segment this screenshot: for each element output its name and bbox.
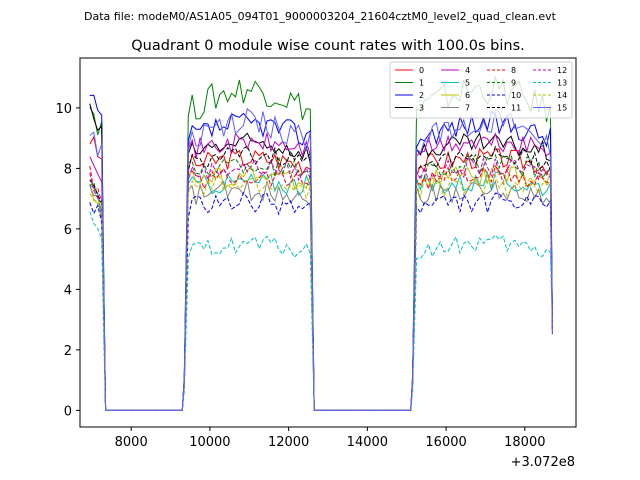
legend-label-7: 7: [465, 104, 470, 113]
x-tick-label: 18000: [504, 435, 545, 450]
y-tick-label: 4: [64, 283, 72, 298]
y-tick-label: 2: [64, 344, 72, 359]
legend-label-1: 1: [419, 79, 424, 88]
series-line-13: [89, 211, 553, 411]
x-tick-label: 8000: [115, 435, 148, 450]
legend-label-14: 14: [557, 91, 567, 100]
legend-label-0: 0: [419, 66, 424, 75]
x-tick-label: 16000: [425, 435, 466, 450]
legend-label-9: 9: [511, 79, 516, 88]
legend-label-13: 13: [557, 79, 567, 88]
x-tick-label: 10000: [189, 435, 230, 450]
legend-label-2: 2: [419, 91, 424, 100]
legend-label-4: 4: [465, 66, 470, 75]
x-tick-label: 14000: [347, 435, 388, 450]
x-tick-label: 12000: [268, 435, 309, 450]
x-offset-label: +3.072e8: [511, 455, 575, 470]
legend-label-6: 6: [465, 91, 470, 100]
chart-title: Quadrant 0 module wise count rates with …: [131, 38, 525, 54]
series-line-12: [89, 156, 553, 411]
x-axis: 8000 10000 12000 14000 16000 18000: [115, 427, 546, 450]
legend-label-3: 3: [419, 104, 424, 113]
legend-box: [389, 61, 573, 119]
series-line-14: [89, 173, 553, 411]
legend-label-12: 12: [557, 66, 567, 75]
legend-label-5: 5: [465, 79, 470, 88]
series-line-2: [89, 94, 553, 411]
series-layer: [89, 76, 553, 411]
series-line-10: [89, 191, 553, 411]
suptitle: Data file: modeM0/AS1A05_094T01_90000032…: [84, 10, 557, 23]
axes-frame: [79, 57, 577, 428]
y-tick-label: 8: [64, 162, 72, 177]
legend-label-15: 15: [557, 104, 567, 113]
legend-label-11: 11: [511, 104, 521, 113]
y-axis: 0 2 4 6 8 10: [55, 102, 80, 419]
y-tick-label: 10: [55, 102, 72, 117]
y-tick-label: 0: [64, 404, 72, 419]
legend-label-10: 10: [511, 91, 521, 100]
legend-label-8: 8: [511, 66, 516, 75]
series-line-8: [89, 165, 553, 411]
y-tick-label: 6: [64, 223, 72, 238]
series-line-15: [89, 108, 553, 411]
